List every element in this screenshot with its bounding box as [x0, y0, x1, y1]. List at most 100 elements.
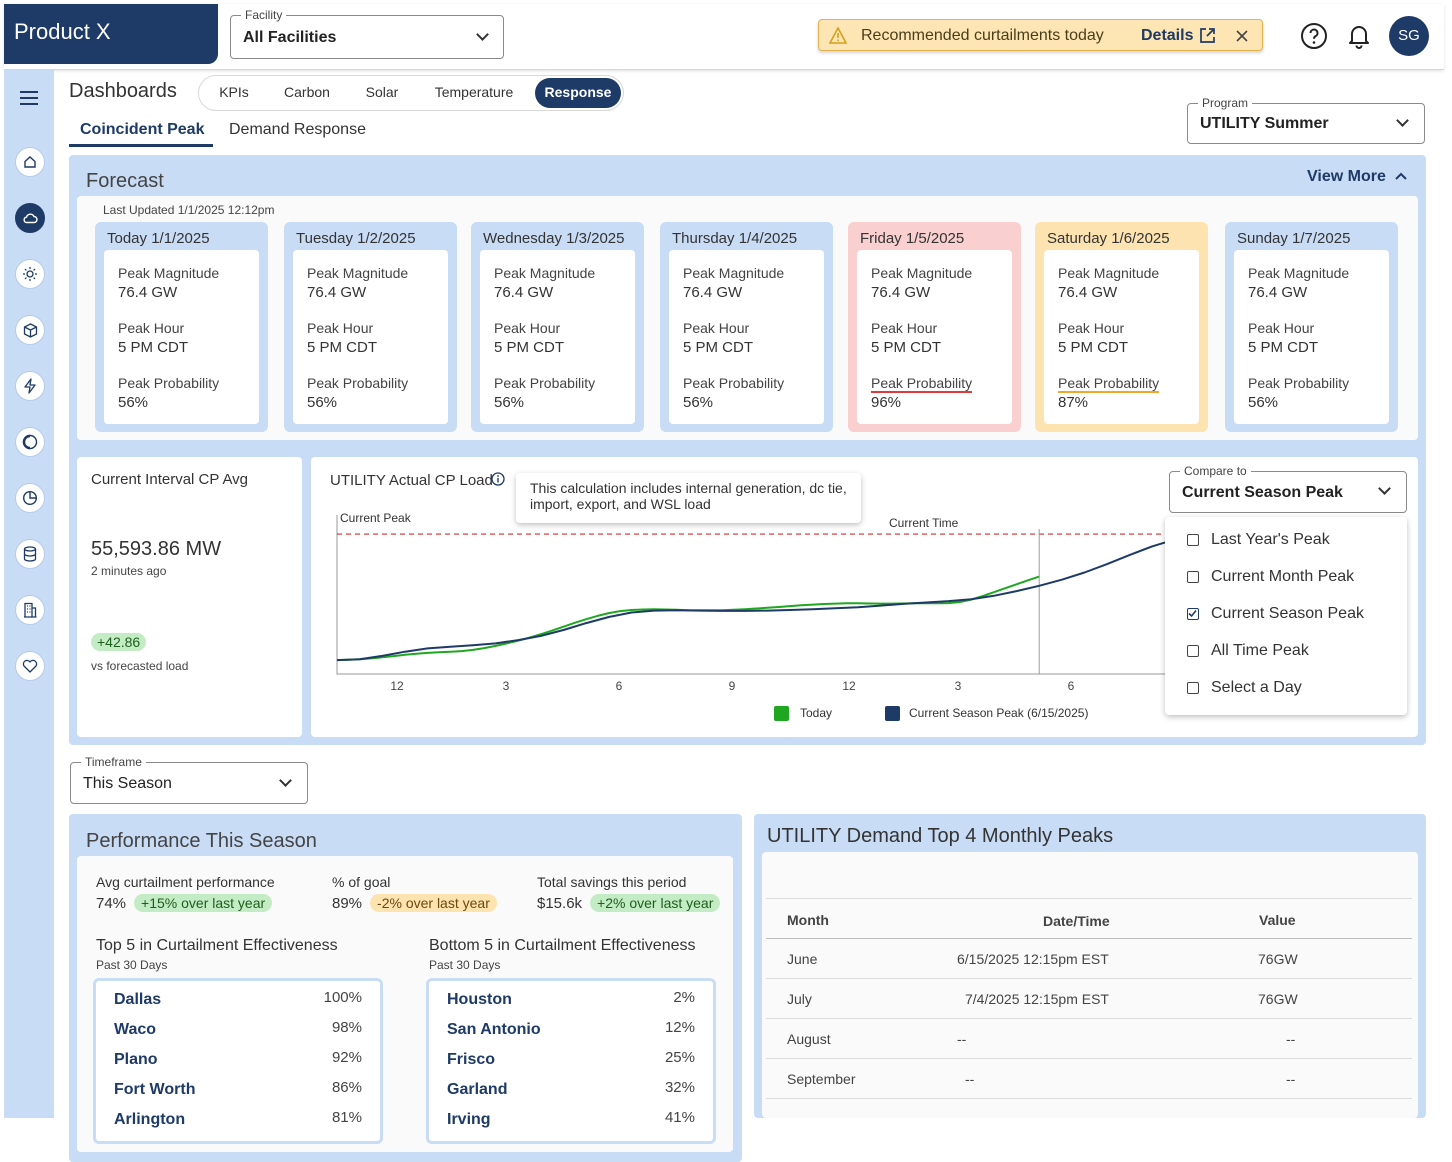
database-nav[interactable] [15, 539, 45, 569]
peak-hour-value: 5 PM CDT [494, 339, 565, 356]
forecast-day-card[interactable]: Thursday 1/4/2025 Peak Magnitude 76.4 GW Pe… [660, 222, 833, 432]
chevron-down-icon [476, 28, 489, 41]
compare-option[interactable]: Current Season Peak [1165, 599, 1407, 633]
perf-stat-label: Avg curtailment performance [96, 874, 275, 890]
row-value: 76GW [1258, 991, 1298, 1007]
peak-probability-value: 56% [683, 394, 714, 411]
city-name[interactable]: San Antonio [447, 1021, 541, 1038]
compare-option[interactable]: Last Year's Peak [1165, 525, 1407, 559]
subtab-active-indicator [69, 144, 213, 147]
brand-logo[interactable]: Product X [4, 4, 218, 64]
peak-hour-value: 5 PM CDT [1248, 339, 1319, 356]
tab-solar[interactable]: Solar [365, 84, 399, 100]
checkbox-icon[interactable] [1187, 571, 1199, 583]
menu-icon[interactable] [19, 90, 39, 106]
city-score: 12% [664, 1019, 695, 1036]
peaks-title: UTILITY Demand Top 4 Monthly Peaks [767, 825, 1114, 847]
city-name[interactable]: Irving [447, 1111, 491, 1128]
program-value: UTILITY Summer [1200, 115, 1329, 132]
forecast-day-card[interactable]: Saturday 1/6/2025 Peak Magnitude 76.4 GW Pe… [1035, 222, 1208, 432]
cp-tooltip-text: This calculation includes internal gener… [530, 480, 847, 512]
peaks-card [762, 852, 1418, 1118]
facility-label: Facility [241, 8, 287, 22]
cloud-icon [23, 213, 38, 224]
city-name[interactable]: Dallas [114, 991, 162, 1008]
forecast-day-metrics: Peak Magnitude 76.4 GW Peak Hour 5 PM CDT Pe… [1234, 250, 1389, 424]
compare-select[interactable]: Compare to Current Season Peak [1169, 464, 1407, 513]
cube-icon [23, 322, 37, 338]
checkbox-icon[interactable] [1187, 645, 1199, 657]
city-name[interactable]: Frisco [447, 1051, 496, 1068]
peaks-header-row: Month Date/Time Value [766, 898, 1412, 939]
subtab-demand-response[interactable]: Demand Response [229, 121, 366, 138]
chevron-down-icon [279, 774, 292, 787]
external-link-icon[interactable] [1199, 27, 1216, 44]
sun-nav[interactable] [15, 259, 45, 289]
help-icon[interactable] [1300, 22, 1328, 50]
forecast-day-metrics: Peak Magnitude 76.4 GW Peak Hour 5 PM CDT Pe… [104, 250, 259, 424]
interval-delta-caption: vs forecasted load [91, 659, 189, 673]
user-avatar[interactable]: SG [1389, 16, 1429, 56]
cloud-nav[interactable] [15, 203, 45, 233]
row-month: July [787, 991, 812, 1007]
view-more-link[interactable]: View More [1307, 168, 1386, 185]
info-icon[interactable] [491, 472, 505, 486]
chevron-up-icon[interactable] [1394, 171, 1408, 181]
top5-title: Top 5 in Curtailment Effectiveness [96, 937, 338, 954]
forecast-day-card[interactable]: Wednesday 1/3/2025 Peak Magnitude 76.4 GW P… [471, 222, 644, 432]
forecast-day-card[interactable]: Tuesday 1/2/2025 Peak Magnitude 76.4 GW Pea… [284, 222, 457, 432]
program-select[interactable]: Program UTILITY Summer [1187, 96, 1425, 144]
checkbox-checked-icon[interactable] [1187, 608, 1199, 620]
forecast-day-card[interactable]: Today 1/1/2025 Peak Magnitude 76.4 GW Peak … [95, 222, 268, 432]
forecast-day-metrics: Peak Magnitude 76.4 GW Peak Hour 5 PM CDT Pe… [857, 250, 1012, 424]
city-score: 92% [331, 1049, 362, 1066]
compare-option[interactable]: All Time Peak [1165, 636, 1407, 670]
forecast-day-card[interactable]: Friday 1/5/2025 Peak Magnitude 76.4 GW Peak… [848, 222, 1021, 432]
tab-temperature[interactable]: Temperature [434, 84, 514, 100]
bell-icon[interactable] [1345, 21, 1373, 49]
peak-magnitude-value: 76.4 GW [307, 284, 367, 301]
compare-option[interactable]: Select a Day [1165, 673, 1407, 707]
perf-stat-chip: -2% over last year [370, 894, 497, 912]
tab-kpis[interactable]: KPIs [219, 84, 249, 100]
bottom5-list: Houston 2% San Antonio 12% Frisco 25% Garland 3… [426, 978, 716, 1144]
compare-option[interactable]: Current Month Peak [1165, 562, 1407, 596]
home-icon [24, 156, 36, 168]
forecast-day-date: Sunday 1/7/2025 [1237, 230, 1351, 247]
forecast-title: Forecast [86, 170, 164, 192]
peak-hour-value: 5 PM CDT [118, 339, 189, 356]
moon-icon [22, 434, 38, 450]
home-nav[interactable] [15, 147, 45, 177]
peak-magnitude-value: 76.4 GW [118, 284, 178, 301]
row-value: 76GW [1258, 951, 1298, 967]
checkbox-icon[interactable] [1187, 682, 1199, 694]
checkbox-icon[interactable] [1187, 534, 1199, 546]
pie-nav[interactable] [15, 483, 45, 513]
subtab-coincident-peak[interactable]: Coincident Peak [80, 121, 205, 138]
tab-carbon[interactable]: Carbon [284, 84, 330, 100]
city-name[interactable]: Garland [447, 1081, 508, 1098]
perf-stat-row: $15.6k +2% over last year [537, 894, 721, 912]
forecast-day-card[interactable]: Sunday 1/7/2025 Peak Magnitude 76.4 GW Peak… [1225, 222, 1398, 432]
city-name[interactable]: Plano [114, 1051, 158, 1068]
city-name[interactable]: Houston [447, 991, 512, 1008]
timeframe-select[interactable]: Timeframe This Season [70, 755, 308, 804]
tab-response[interactable]: Response [535, 78, 621, 108]
city-score: 41% [664, 1109, 695, 1126]
facility-select[interactable]: Facility All Facilities [230, 8, 504, 59]
sun-icon [23, 267, 37, 281]
alert-details-link[interactable]: Details [1141, 27, 1194, 44]
close-icon[interactable] [1236, 30, 1248, 42]
bolt-nav[interactable] [15, 371, 45, 401]
season-peak-series-line [336, 533, 1312, 662]
heart-nav[interactable] [15, 651, 45, 681]
cube-nav[interactable] [15, 315, 45, 345]
city-name[interactable]: Arlington [114, 1111, 186, 1128]
building-nav[interactable] [15, 595, 45, 625]
city-name[interactable]: Waco [114, 1021, 157, 1038]
header-value: Value [1259, 912, 1296, 928]
moon-nav[interactable] [15, 427, 45, 457]
compare-menu: Last Year's Peak Current Month Peak Curren… [1165, 517, 1407, 715]
peak-magnitude-label: Peak Magnitude [494, 265, 596, 281]
city-name[interactable]: Fort Worth [114, 1081, 196, 1098]
